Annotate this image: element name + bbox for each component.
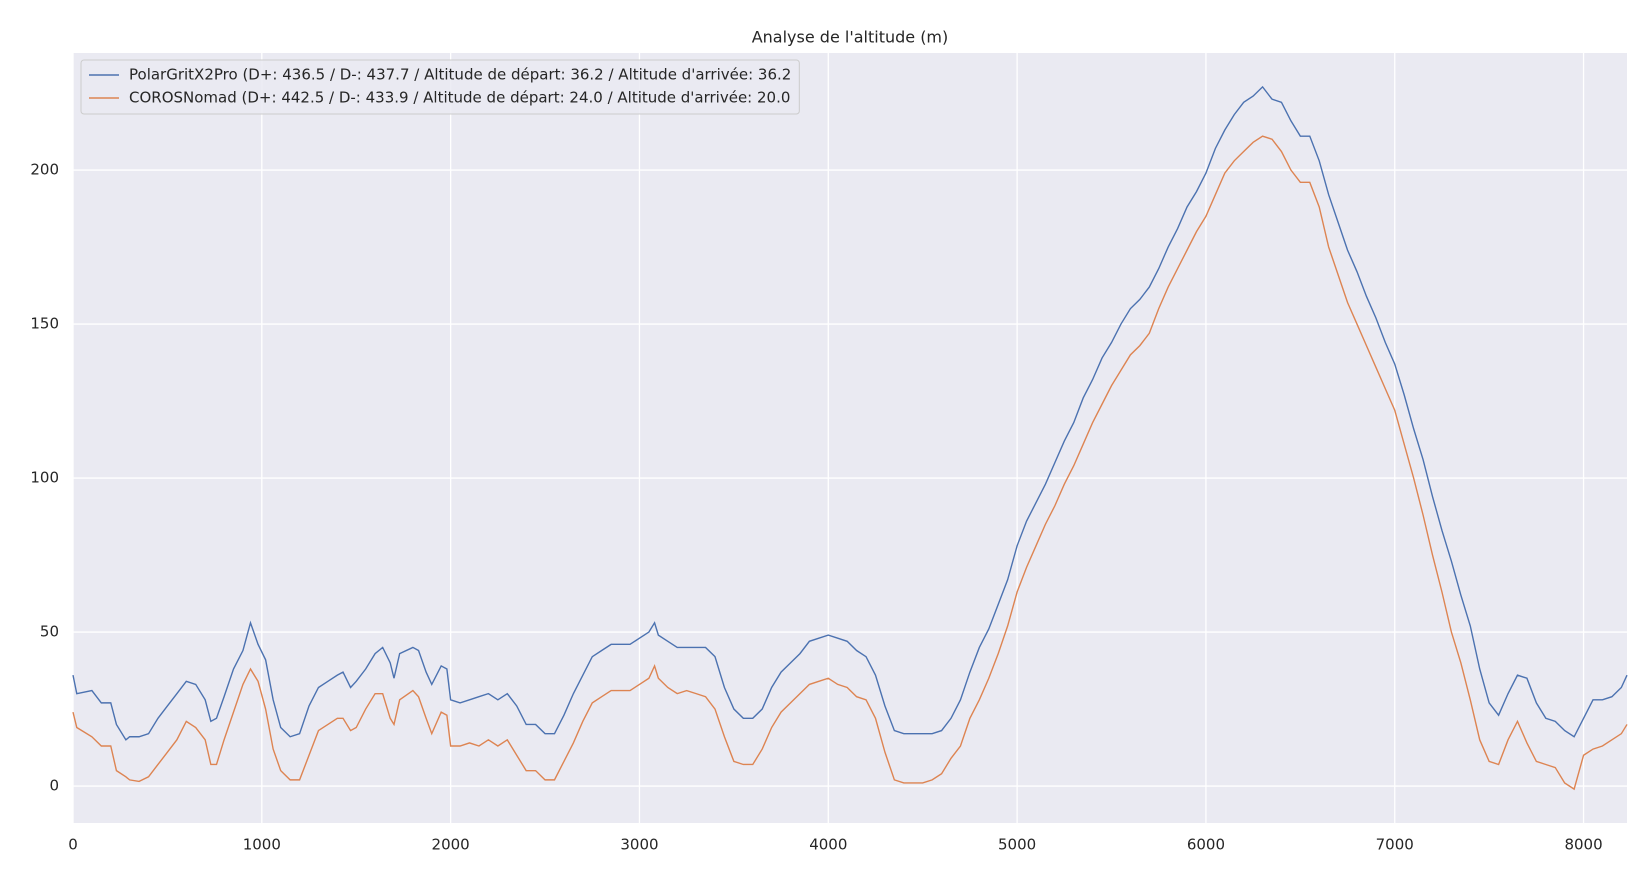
legend-label: PolarGritX2Pro (D+: 436.5 / D-: 437.7 / … — [129, 66, 791, 84]
chart-title: Analyse de l'altitude (m) — [752, 28, 949, 47]
series-line — [72, 85, 1628, 741]
x-tick-label: 6000 — [1187, 836, 1225, 854]
x-tick-label: 1000 — [243, 836, 281, 854]
plot-area — [73, 53, 1627, 823]
x-tick-label: 4000 — [809, 836, 847, 854]
x-tick-label: 0 — [68, 836, 78, 854]
x-tick-label: 8000 — [1564, 836, 1602, 854]
series-line — [72, 135, 1628, 791]
y-tick-label: 200 — [30, 161, 59, 179]
x-tick-label: 7000 — [1376, 836, 1414, 854]
y-tick-label: 0 — [49, 777, 59, 795]
y-tick-label: 150 — [30, 315, 59, 333]
y-tick-label: 50 — [40, 623, 59, 641]
legend-box — [80, 59, 800, 115]
x-tick-label: 3000 — [620, 836, 658, 854]
legend-label: COROSNomad (D+: 442.5 / D-: 433.9 / Alti… — [129, 89, 790, 107]
y-tick-label: 100 — [30, 469, 59, 487]
x-tick-label: 5000 — [998, 836, 1036, 854]
legend: PolarGritX2Pro (D+: 436.5 / D-: 437.7 / … — [80, 59, 800, 115]
x-tick-label: 2000 — [432, 836, 470, 854]
